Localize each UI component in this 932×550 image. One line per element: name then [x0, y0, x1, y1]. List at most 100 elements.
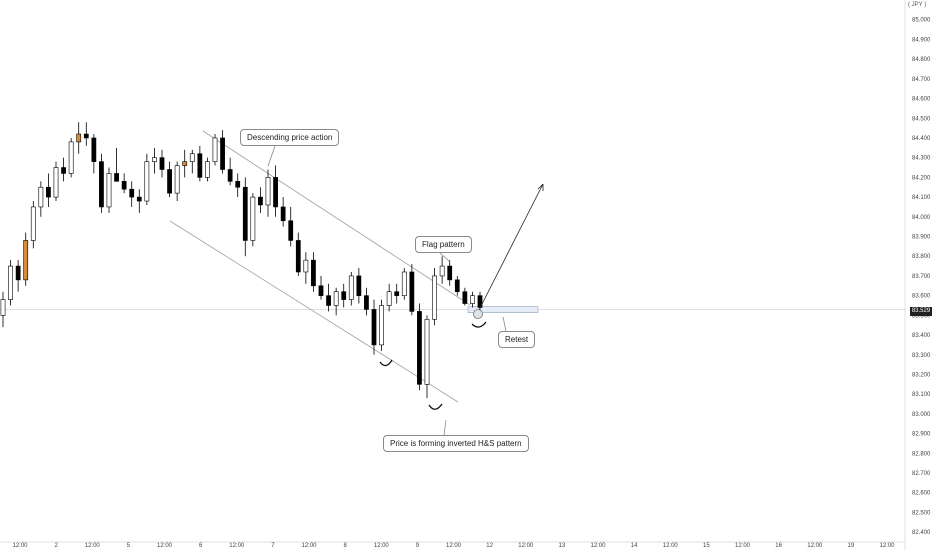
x-tick-label: 2: [54, 543, 58, 549]
x-tick-label: 19: [848, 543, 855, 549]
candle-body: [23, 240, 29, 281]
x-tick-label: 12:00: [374, 543, 390, 549]
channel-lower-line: [169, 220, 459, 403]
y-tick-label: 85.000: [912, 18, 931, 24]
candle-body: [265, 177, 271, 206]
x-tick-label: 13: [559, 543, 566, 549]
y-tick-label: 83.600: [912, 294, 931, 300]
head-mark: [428, 403, 443, 410]
candle-body: [129, 188, 135, 198]
candle-body: [356, 275, 362, 296]
pointer-flag: [439, 252, 450, 262]
x-tick-label: 12:00: [85, 543, 101, 549]
y-tick-label: 82.800: [912, 451, 931, 457]
y-tick-label: 82.400: [912, 530, 931, 536]
x-tick-label: 12:00: [735, 543, 751, 549]
candle-body: [424, 318, 430, 385]
y-tick-label: 84.800: [912, 57, 931, 63]
candle-body: [99, 161, 104, 208]
y-tick-label: 82.600: [912, 491, 931, 497]
candle-body: [121, 181, 127, 190]
y-tick-label: 83.900: [912, 235, 931, 241]
candle-body: [386, 291, 392, 306]
candle-body: [76, 133, 82, 143]
candle-body: [114, 173, 119, 182]
candle-body: [46, 186, 51, 198]
y-tick-label: 84.100: [912, 195, 931, 201]
x-tick-label: 12:00: [663, 543, 679, 549]
y-tick-label: 82.900: [912, 432, 931, 438]
y-tick-label: 83.200: [912, 372, 931, 378]
candle-body: [432, 275, 437, 320]
annotation-hs: Price is forming inverted H&S pattern: [383, 435, 529, 452]
candle-body: [91, 137, 97, 162]
candle-body: [68, 141, 74, 174]
candle-body: [348, 275, 354, 300]
candle-body: [212, 137, 218, 162]
x-tick-label: 12:00: [807, 543, 823, 549]
candle-body: [364, 295, 369, 310]
candle-body: [318, 285, 324, 296]
y-tick-label: 84.900: [912, 37, 931, 43]
y-tick-label: 84.500: [912, 116, 931, 122]
candle-body: [409, 271, 415, 312]
annotation-retest: Retest: [498, 331, 536, 348]
annotation-flag: Flag pattern: [415, 236, 472, 253]
candle-body: [288, 220, 294, 241]
channel-upper-line: [202, 130, 471, 306]
x-tick-label: 12:00: [301, 543, 317, 549]
candle-body: [326, 295, 331, 306]
candle-body: [38, 186, 44, 208]
candle-body: [83, 133, 89, 139]
x-tick-label: 12:00: [446, 543, 462, 549]
x-tick-label: 12:00: [229, 543, 245, 549]
currency-label: ( JPY ): [908, 2, 927, 8]
y-tick-label: 84.400: [912, 136, 931, 142]
pointer-retest: [502, 316, 507, 332]
y-tick-label: 84.600: [912, 97, 931, 103]
y-tick-label: 83.100: [912, 392, 931, 398]
projection-arrow-line: [477, 183, 544, 313]
candle-body: [152, 157, 157, 162]
y-tick-label: 83.400: [912, 333, 931, 339]
candle-body: [235, 181, 241, 188]
candle-body: [371, 309, 377, 346]
candle-body: [295, 240, 301, 273]
x-tick-label: 12:00: [518, 543, 534, 549]
candle-body: [0, 299, 6, 316]
y-tick-label: 84.000: [912, 215, 931, 221]
y-tick-label: 84.700: [912, 77, 931, 83]
candle-body: [61, 167, 66, 174]
x-tick-label: 15: [703, 543, 710, 549]
candle-body: [280, 206, 286, 222]
candle-body: [303, 259, 309, 273]
candle-body: [15, 265, 21, 281]
y-tick-label: 83.300: [912, 353, 931, 359]
y-tick-label: 83.800: [912, 254, 931, 260]
candle-body: [189, 153, 195, 162]
x-tick-label: 5: [127, 543, 131, 549]
candle-body: [250, 196, 256, 241]
candle-body: [462, 291, 468, 304]
x-tick-label: 16: [775, 543, 782, 549]
x-tick-label: 14: [631, 543, 638, 549]
candle-body: [470, 295, 475, 304]
candle-body: [447, 265, 453, 281]
candle-body: [439, 265, 445, 277]
candle-body: [454, 279, 460, 292]
projection-arrow-head: [537, 183, 544, 191]
candle-body: [273, 177, 278, 208]
candle-body: [220, 137, 225, 170]
candle-body: [394, 291, 400, 296]
retest-marker: [473, 309, 483, 319]
annotation-descending: Descending price action: [240, 129, 340, 146]
pointer-descending: [267, 145, 276, 167]
y-tick-label: 84.200: [912, 175, 931, 181]
right-shoulder-mark: [471, 321, 487, 328]
pointer-hs: [443, 419, 447, 436]
x-tick-label: 7: [271, 543, 275, 549]
y-tick-label: 84.300: [912, 156, 931, 162]
x-tick-label: 12:00: [12, 543, 28, 549]
candle-body: [144, 161, 150, 202]
